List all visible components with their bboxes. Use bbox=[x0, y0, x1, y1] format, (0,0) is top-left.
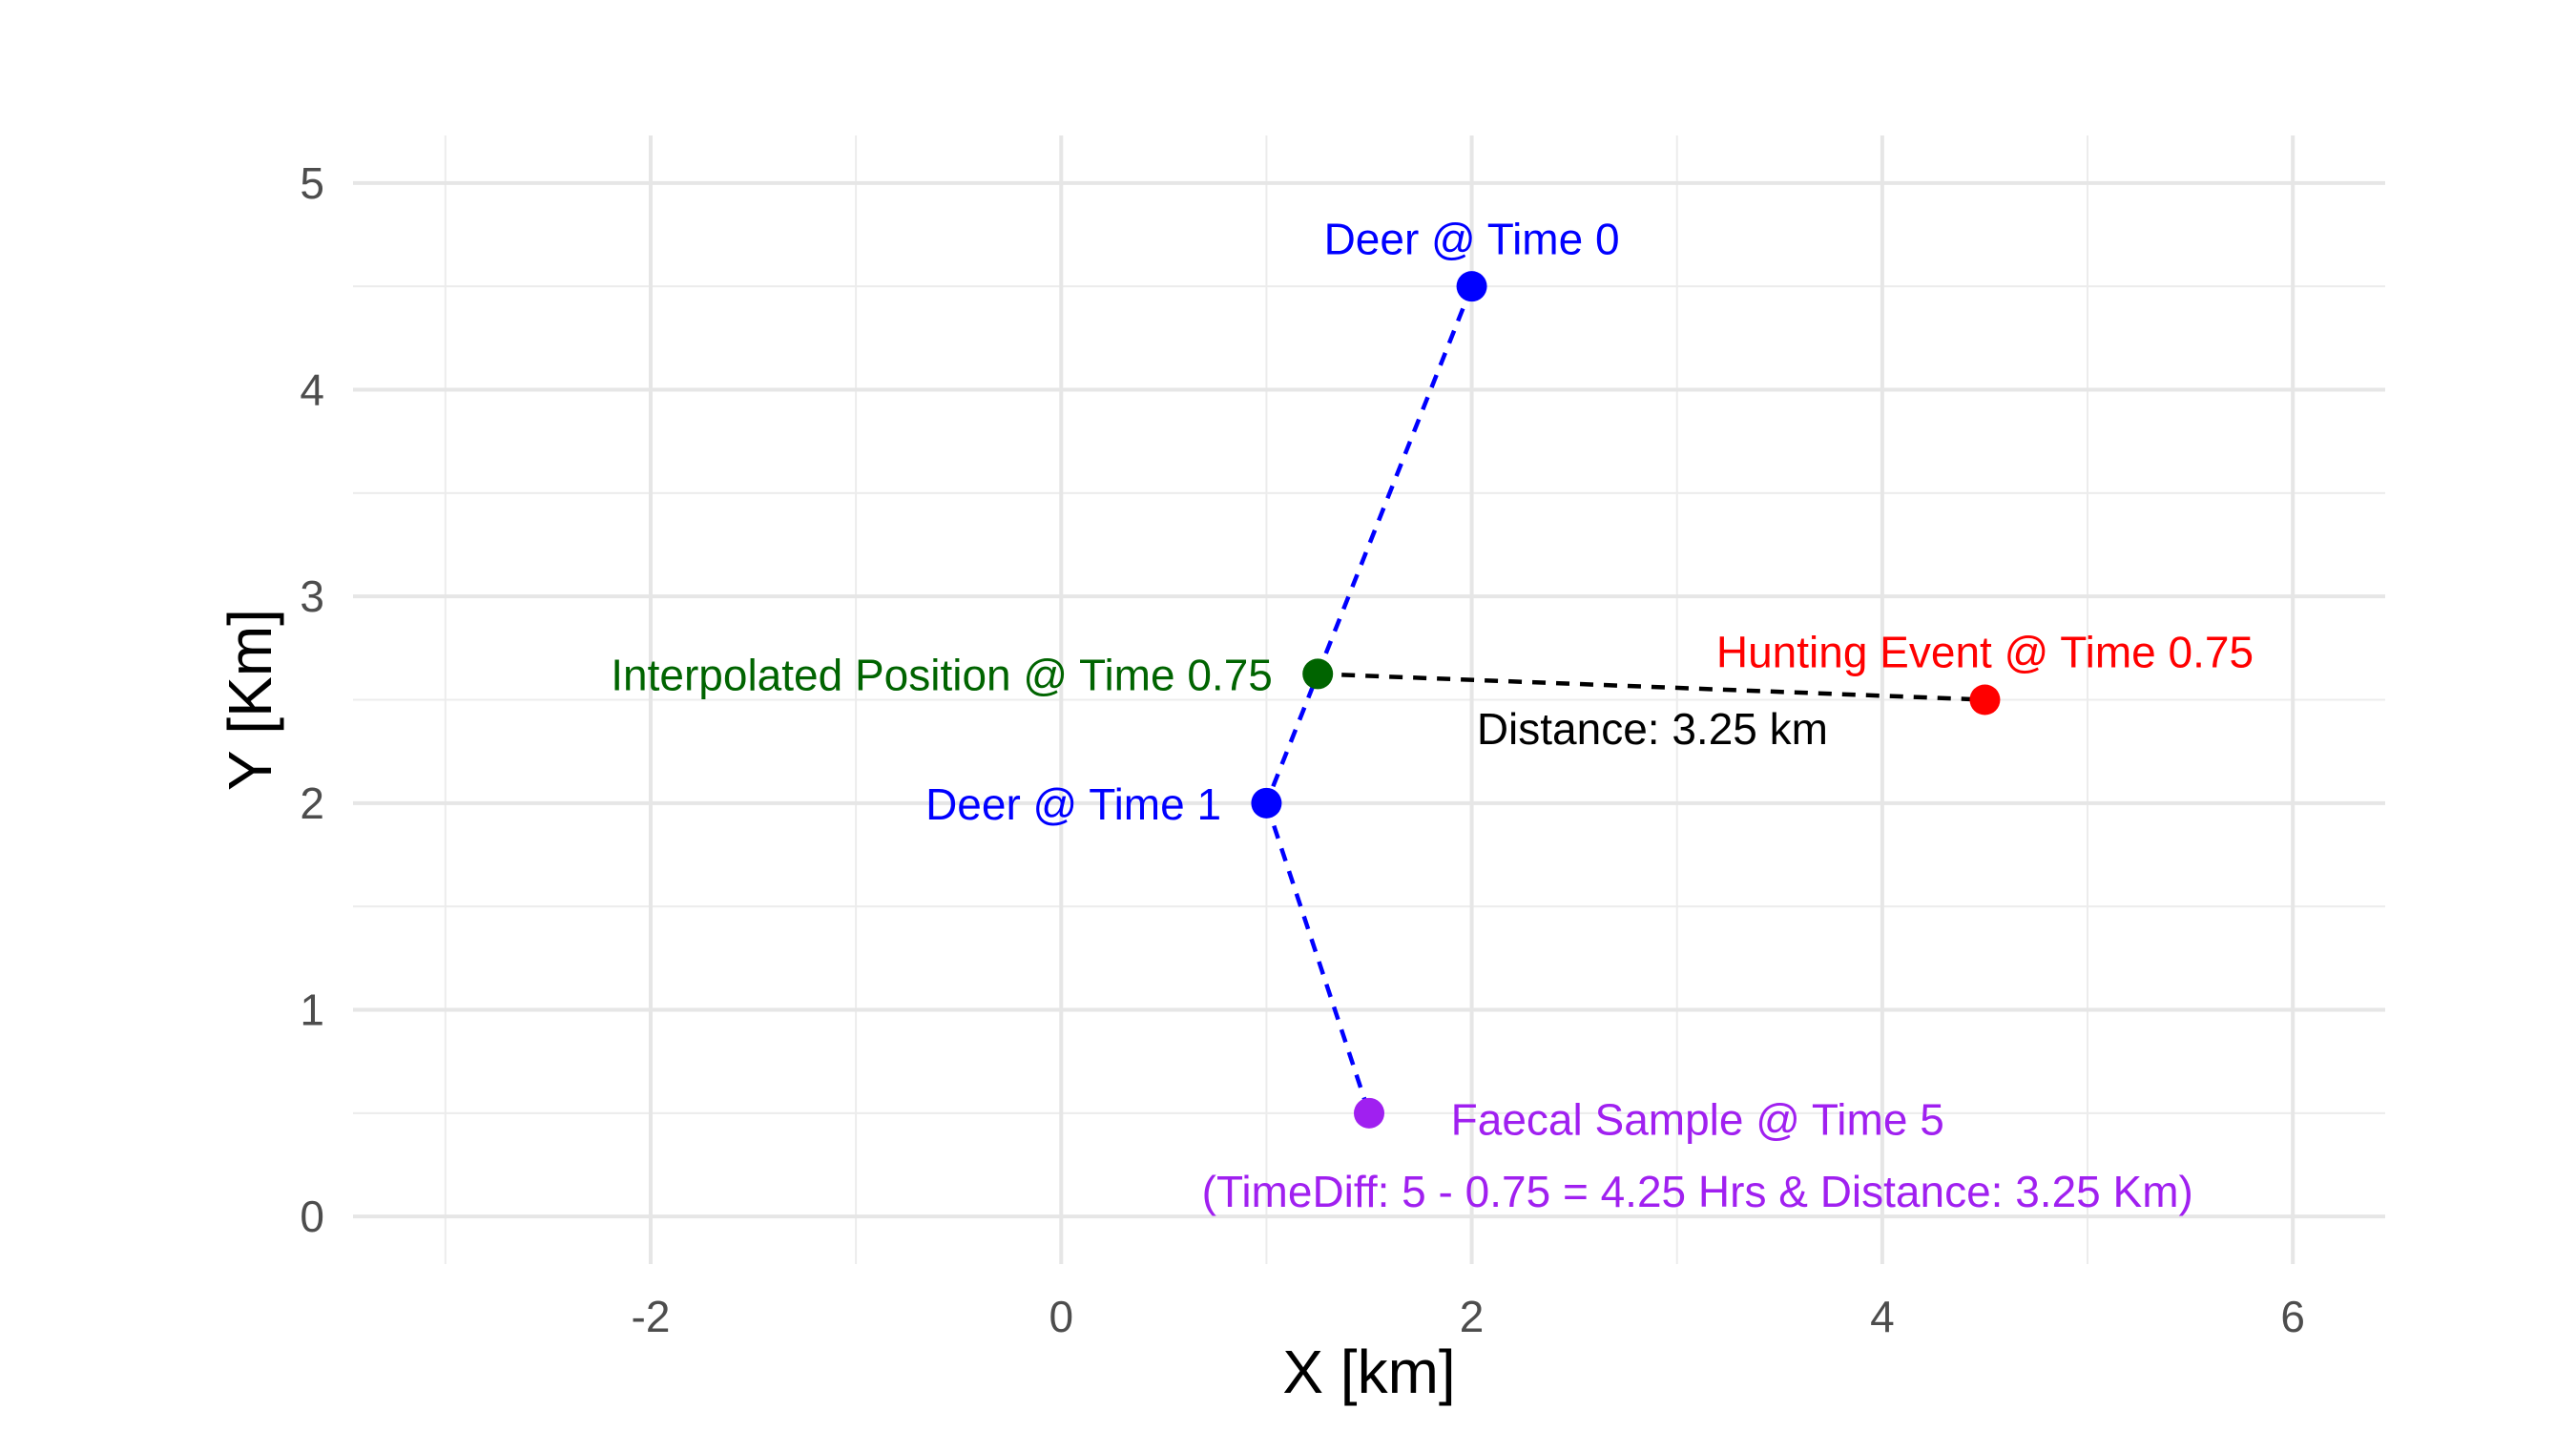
x-tick-label: 6 bbox=[2280, 1292, 2305, 1341]
y-tick-label: 3 bbox=[300, 571, 324, 621]
y-tick-label: 2 bbox=[300, 778, 324, 828]
annotation-3: Hunting Event @ Time 0.75 bbox=[1716, 628, 2254, 677]
major-gridlines bbox=[353, 135, 2385, 1264]
segment-0 bbox=[1264, 285, 1474, 804]
y-tick-label: 4 bbox=[300, 365, 324, 415]
x-axis-title: X [km] bbox=[1282, 1338, 1455, 1406]
y-tick-label: 5 bbox=[300, 158, 324, 208]
data-point-1 bbox=[1251, 787, 1282, 819]
data-point-0 bbox=[1456, 271, 1487, 302]
y-tick-label: 0 bbox=[300, 1192, 324, 1241]
point-annotations: Deer @ Time 0 Deer @ Time 1 Interpolated P… bbox=[611, 214, 2254, 1216]
data-point-4 bbox=[1354, 1097, 1384, 1129]
annotation-5: Faecal Sample @ Time 5 bbox=[1451, 1094, 1944, 1144]
x-tick-label: 4 bbox=[1870, 1292, 1895, 1341]
annotation-2: Interpolated Position @ Time 0.75 bbox=[611, 651, 1273, 700]
y-tick-labels: 0 1 2 3 4 5 bbox=[300, 158, 324, 1241]
data-point-2 bbox=[1302, 658, 1334, 690]
x-tick-label: -2 bbox=[632, 1292, 671, 1341]
annotation-6: (TimeDiff: 5 - 0.75 = 4.25 Hrs & Distanc… bbox=[1202, 1167, 2193, 1216]
annotation-1: Deer @ Time 1 bbox=[925, 779, 1221, 829]
trajectory-segments bbox=[1264, 285, 1985, 1114]
x-tick-labels: -2 0 2 4 6 bbox=[632, 1292, 2305, 1341]
segment-1 bbox=[1264, 802, 1372, 1114]
y-axis-title: Y [Km] bbox=[216, 609, 284, 791]
x-tick-label: 0 bbox=[1049, 1292, 1073, 1341]
x-tick-label: 2 bbox=[1460, 1292, 1485, 1341]
segment-2 bbox=[1318, 672, 1985, 702]
annotation-4: Distance: 3.25 km bbox=[1477, 704, 1828, 754]
data-points bbox=[1251, 271, 2001, 1129]
data-point-3 bbox=[1969, 684, 2001, 716]
y-tick-label: 1 bbox=[300, 985, 324, 1035]
annotation-0: Deer @ Time 0 bbox=[1324, 214, 1620, 263]
